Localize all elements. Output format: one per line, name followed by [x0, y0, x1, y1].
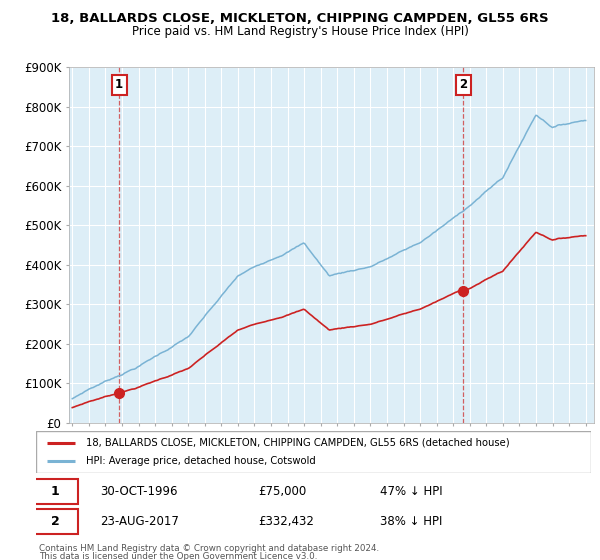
Text: 2: 2 [460, 78, 467, 91]
Text: 1: 1 [115, 78, 123, 91]
Text: 30-OCT-1996: 30-OCT-1996 [100, 485, 178, 498]
Text: This data is licensed under the Open Government Licence v3.0.: This data is licensed under the Open Gov… [39, 552, 317, 560]
Text: 38% ↓ HPI: 38% ↓ HPI [380, 515, 442, 528]
Text: £332,432: £332,432 [258, 515, 314, 528]
Text: 2: 2 [51, 515, 60, 528]
Text: £75,000: £75,000 [258, 485, 306, 498]
Text: Price paid vs. HM Land Registry's House Price Index (HPI): Price paid vs. HM Land Registry's House … [131, 25, 469, 38]
Text: HPI: Average price, detached house, Cotswold: HPI: Average price, detached house, Cots… [86, 456, 316, 466]
Text: 18, BALLARDS CLOSE, MICKLETON, CHIPPING CAMPDEN, GL55 6RS: 18, BALLARDS CLOSE, MICKLETON, CHIPPING … [51, 12, 549, 25]
FancyBboxPatch shape [33, 479, 77, 504]
Text: 1: 1 [51, 485, 60, 498]
Text: Contains HM Land Registry data © Crown copyright and database right 2024.: Contains HM Land Registry data © Crown c… [39, 544, 379, 553]
Text: 47% ↓ HPI: 47% ↓ HPI [380, 485, 443, 498]
Text: 23-AUG-2017: 23-AUG-2017 [100, 515, 179, 528]
Text: 18, BALLARDS CLOSE, MICKLETON, CHIPPING CAMPDEN, GL55 6RS (detached house): 18, BALLARDS CLOSE, MICKLETON, CHIPPING … [86, 438, 509, 448]
FancyBboxPatch shape [33, 508, 77, 534]
FancyBboxPatch shape [36, 431, 591, 473]
